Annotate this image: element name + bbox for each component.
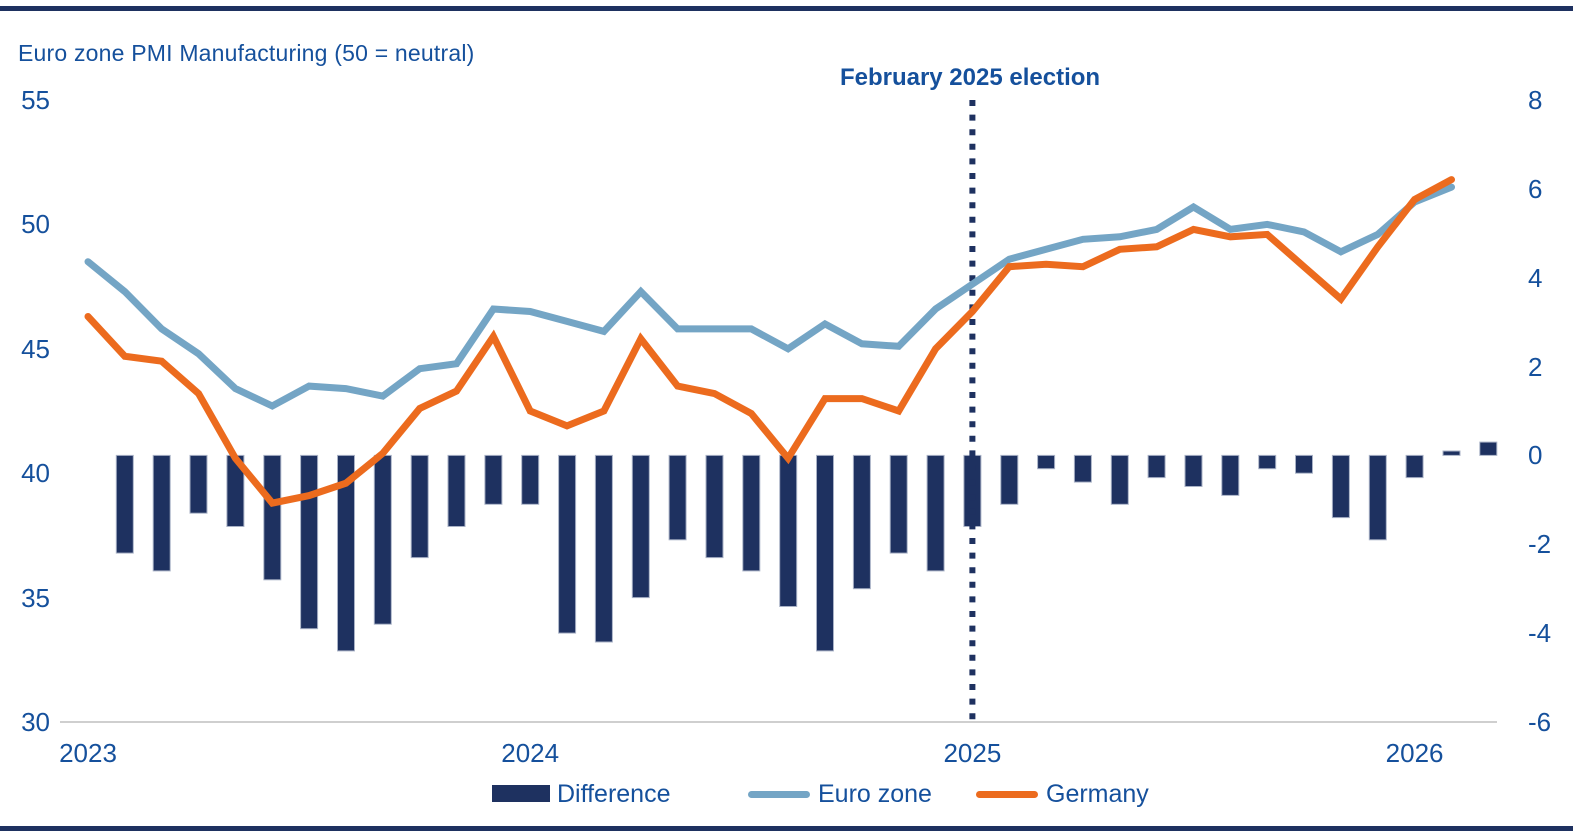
germany-swatch-icon	[976, 791, 1038, 798]
difference-bar	[779, 454, 798, 607]
difference-bar	[889, 454, 908, 554]
difference-bar	[1221, 454, 1240, 496]
legend-label-difference: Difference	[557, 780, 671, 808]
difference-bar	[1258, 454, 1277, 470]
x-axis-tick-2025: 2025	[943, 738, 1002, 768]
difference-bar	[1184, 454, 1203, 487]
euro-zone-line	[84, 183, 1455, 410]
difference-bar	[1037, 454, 1056, 470]
difference-bar	[1368, 454, 1387, 541]
difference-bar	[152, 454, 171, 572]
chart-title: Euro zone PMI Manufacturing (50 = neutra…	[18, 40, 475, 66]
chart-legend: Difference Euro zone Germany	[0, 778, 1573, 812]
difference-bar	[558, 454, 577, 634]
difference-bar	[742, 454, 761, 572]
difference-bar	[1405, 454, 1424, 479]
difference-bar	[521, 454, 540, 505]
x-axis-tick-2023: 2023	[59, 738, 117, 768]
difference-bar	[447, 454, 466, 527]
difference-bar	[594, 454, 613, 643]
left-axis-tick-30: 30	[21, 707, 50, 737]
difference-bar	[668, 454, 687, 541]
right-axis-tick--4: -4	[1528, 618, 1552, 649]
difference-bar	[115, 454, 134, 554]
difference-bar	[300, 454, 319, 630]
right-axis-tick-4: 4	[1528, 262, 1543, 293]
x-axis-tick-2024: 2024	[501, 738, 560, 768]
top-divider	[0, 6, 1573, 11]
difference-bar	[1073, 454, 1092, 483]
difference-bar	[1331, 454, 1350, 519]
difference-bar	[189, 454, 208, 514]
difference-bar	[1442, 450, 1461, 456]
difference-swatch-icon	[492, 785, 550, 802]
eurozone-swatch-icon	[748, 791, 810, 798]
difference-bar	[1147, 454, 1166, 479]
difference-bar	[705, 454, 724, 559]
left-axis-tick-50: 50	[21, 209, 50, 240]
right-axis-tick-0: 0	[1528, 440, 1543, 471]
difference-bar	[926, 454, 945, 572]
right-axis-tick--6: -6	[1528, 707, 1552, 737]
germany-line	[84, 176, 1455, 507]
difference-bar	[410, 454, 429, 559]
left-axis-tick-45: 45	[21, 333, 50, 364]
x-axis-tick-2026: 2026	[1385, 738, 1444, 768]
left-axis-tick-35: 35	[21, 582, 50, 613]
difference-bar	[373, 454, 392, 625]
right-axis-tick-2: 2	[1528, 351, 1543, 382]
difference-bar	[1000, 454, 1019, 505]
right-axis-tick-8: 8	[1528, 85, 1543, 115]
difference-bar	[631, 454, 650, 599]
difference-bar	[484, 454, 503, 505]
difference-bar	[1295, 454, 1313, 474]
left-axis-tick-40: 40	[21, 458, 50, 489]
difference-bar	[263, 454, 282, 581]
legend-label-eurozone: Euro zone	[818, 780, 932, 808]
legend-label-germany: Germany	[1046, 780, 1149, 808]
difference-bar	[852, 454, 871, 590]
difference-bar	[1479, 441, 1498, 456]
left-axis-tick-55: 55	[21, 85, 50, 115]
right-axis-tick-6: 6	[1528, 173, 1543, 204]
election-annotation-label: February 2025 election	[839, 64, 1101, 91]
right-axis-tick--2: -2	[1528, 529, 1552, 560]
difference-bar	[816, 454, 834, 652]
difference-bar	[337, 454, 355, 652]
bottom-divider	[0, 826, 1573, 831]
difference-bar	[1110, 454, 1129, 505]
